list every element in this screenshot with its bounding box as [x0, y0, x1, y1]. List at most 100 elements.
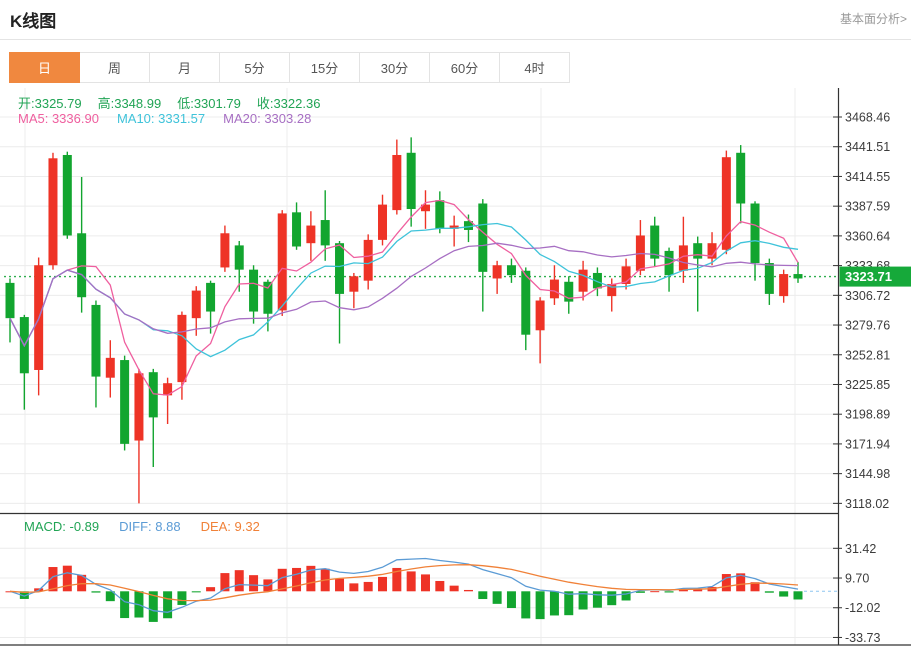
candle[interactable]: [62, 151, 72, 239]
ma20-label: MA20: 3303.28: [223, 111, 312, 126]
svg-text:-33.73: -33.73: [845, 631, 880, 645]
dea-value: DEA: 9.32: [200, 519, 260, 534]
macd-pane: [5, 557, 839, 622]
candle[interactable]: [621, 258, 631, 290]
macd-value: MACD: -0.89: [24, 519, 100, 534]
candle[interactable]: [34, 257, 44, 396]
candle[interactable]: [635, 220, 645, 276]
svg-text:3360.64: 3360.64: [845, 229, 890, 243]
svg-text:3306.72: 3306.72: [845, 289, 890, 303]
candle[interactable]: [506, 258, 516, 283]
candle[interactable]: [220, 225, 230, 272]
candle[interactable]: [521, 267, 531, 351]
svg-text:3468.46: 3468.46: [845, 111, 890, 125]
ma-legend: MA5: 3336.90 MA10: 3331.57 MA20: 3303.28: [18, 111, 329, 126]
candle[interactable]: [420, 190, 430, 229]
price-axis: 3468.463441.513414.553387.593360.643333.…: [833, 111, 890, 645]
candle[interactable]: [91, 300, 101, 408]
svg-text:3323.71: 3323.71: [845, 269, 892, 284]
svg-text:3387.59: 3387.59: [845, 200, 890, 214]
candle[interactable]: [650, 216, 660, 267]
tab-day[interactable]: 日: [9, 52, 80, 83]
candle[interactable]: [764, 258, 774, 305]
ma20-line: [9, 242, 799, 348]
candle[interactable]: [277, 210, 287, 316]
high-value: 高:3348.99: [97, 96, 162, 111]
candle[interactable]: [105, 340, 115, 398]
candle[interactable]: [435, 191, 445, 234]
ohlc-legend: 开:3325.79 高:3348.99 低:3301.79 收:3322.36: [18, 93, 336, 112]
page-title: K线图: [10, 12, 57, 31]
tab-week[interactable]: 周: [79, 52, 150, 83]
svg-text:-12.02: -12.02: [845, 601, 880, 615]
tab-5min[interactable]: 5分: [219, 52, 290, 83]
svg-text:3144.98: 3144.98: [845, 467, 890, 481]
candle[interactable]: [549, 265, 559, 305]
ma5-label: MA5: 3336.90: [18, 111, 99, 126]
svg-text:3252.81: 3252.81: [845, 348, 890, 362]
svg-text:3198.89: 3198.89: [845, 408, 890, 422]
candle[interactable]: [678, 216, 688, 283]
candle[interactable]: [378, 194, 388, 246]
macd-legend: MACD: -0.89 DIFF: 8.88 DEA: 9.32: [24, 519, 280, 534]
candle[interactable]: [163, 377, 173, 425]
ma10-label: MA10: 3331.57: [116, 111, 206, 126]
candle[interactable]: [335, 240, 345, 344]
close-value: 收:3322.36: [256, 96, 321, 111]
tab-15min[interactable]: 15分: [289, 52, 360, 83]
candle[interactable]: [578, 260, 588, 301]
tab-month[interactable]: 月: [149, 52, 220, 83]
svg-text:3279.76: 3279.76: [845, 319, 890, 333]
ma10-line: [9, 222, 799, 358]
candle[interactable]: [19, 314, 29, 410]
low-value: 低:3301.79: [177, 96, 241, 111]
candle[interactable]: [363, 234, 373, 290]
candle[interactable]: [134, 368, 144, 504]
candle[interactable]: [349, 272, 359, 309]
candle[interactable]: [77, 177, 87, 313]
candle[interactable]: [320, 190, 330, 261]
candle[interactable]: [736, 145, 746, 224]
ma5-line: [9, 199, 799, 396]
candle[interactable]: [707, 232, 717, 266]
svg-text:3118.02: 3118.02: [845, 497, 889, 511]
tab-4hour[interactable]: 4时: [499, 52, 570, 83]
candle[interactable]: [478, 199, 488, 312]
candle[interactable]: [564, 276, 574, 314]
open-value: 开:3325.79: [18, 96, 82, 111]
candle[interactable]: [406, 137, 416, 227]
candle[interactable]: [492, 260, 502, 294]
dea-line: [9, 564, 799, 602]
candle[interactable]: [306, 211, 316, 261]
candle[interactable]: [249, 265, 259, 324]
fundamental-analysis-link[interactable]: 基本面分析>: [839, 12, 907, 26]
candle[interactable]: [392, 139, 402, 215]
candle[interactable]: [148, 368, 158, 467]
candle[interactable]: [206, 280, 216, 334]
candle[interactable]: [120, 355, 130, 451]
candle[interactable]: [48, 152, 58, 270]
candle[interactable]: [664, 247, 674, 292]
candle[interactable]: [5, 278, 15, 343]
candle[interactable]: [234, 240, 244, 292]
tab-30min[interactable]: 30分: [359, 52, 430, 83]
candle[interactable]: [693, 236, 703, 312]
kline-chart-svg[interactable]: 3468.463441.513414.553387.593360.643333.…: [0, 88, 911, 653]
tab-60min[interactable]: 60分: [429, 52, 500, 83]
candle[interactable]: [191, 286, 201, 336]
current-price-tag: 3323.71: [839, 266, 911, 287]
candle[interactable]: [292, 202, 302, 250]
period-tabbar: 日 周 月 5分 15分 30分 60分 4时: [9, 52, 570, 83]
candle[interactable]: [535, 297, 545, 364]
candle[interactable]: [779, 269, 789, 303]
svg-text:3225.85: 3225.85: [845, 378, 890, 392]
svg-text:31.42: 31.42: [845, 542, 876, 556]
title-divider: [0, 39, 911, 40]
candle[interactable]: [721, 150, 731, 255]
diff-value: DIFF: 8.88: [119, 519, 181, 534]
svg-text:9.70: 9.70: [845, 572, 869, 586]
candle[interactable]: [449, 215, 459, 247]
candles-layer: [5, 137, 803, 504]
svg-text:3414.55: 3414.55: [845, 170, 890, 184]
